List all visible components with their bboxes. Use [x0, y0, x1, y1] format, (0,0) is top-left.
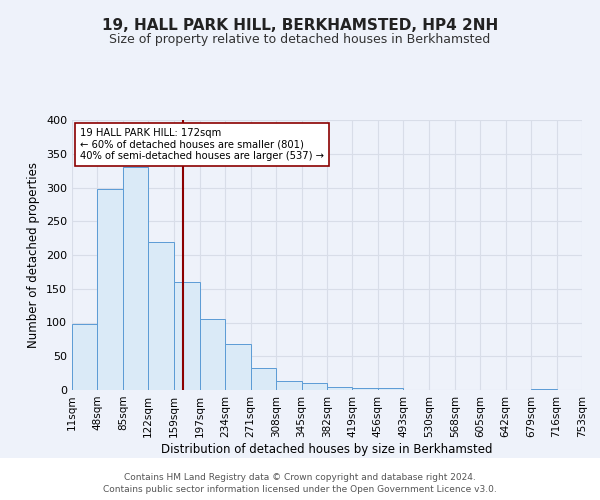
- Bar: [352, 388, 378, 390]
- Text: Contains HM Land Registry data © Crown copyright and database right 2024.: Contains HM Land Registry data © Crown c…: [124, 472, 476, 482]
- X-axis label: Distribution of detached houses by size in Berkhamsted: Distribution of detached houses by size …: [161, 442, 493, 456]
- Bar: [225, 344, 251, 390]
- Bar: [97, 189, 123, 390]
- Text: 19, HALL PARK HILL, BERKHAMSTED, HP4 2NH: 19, HALL PARK HILL, BERKHAMSTED, HP4 2NH: [102, 18, 498, 32]
- Bar: [123, 167, 148, 390]
- Y-axis label: Number of detached properties: Number of detached properties: [28, 162, 40, 348]
- Bar: [378, 388, 403, 390]
- Bar: [276, 380, 302, 390]
- Text: 19 HALL PARK HILL: 172sqm
← 60% of detached houses are smaller (801)
40% of semi: 19 HALL PARK HILL: 172sqm ← 60% of detac…: [80, 128, 323, 162]
- Bar: [174, 282, 200, 390]
- Bar: [148, 242, 174, 390]
- Bar: [72, 324, 97, 390]
- Text: Contains public sector information licensed under the Open Government Licence v3: Contains public sector information licen…: [103, 485, 497, 494]
- Bar: [582, 388, 600, 390]
- Bar: [200, 319, 225, 390]
- Bar: [251, 368, 276, 390]
- Bar: [302, 383, 327, 390]
- Bar: [327, 386, 352, 390]
- Bar: [531, 388, 557, 390]
- Text: Size of property relative to detached houses in Berkhamsted: Size of property relative to detached ho…: [109, 32, 491, 46]
